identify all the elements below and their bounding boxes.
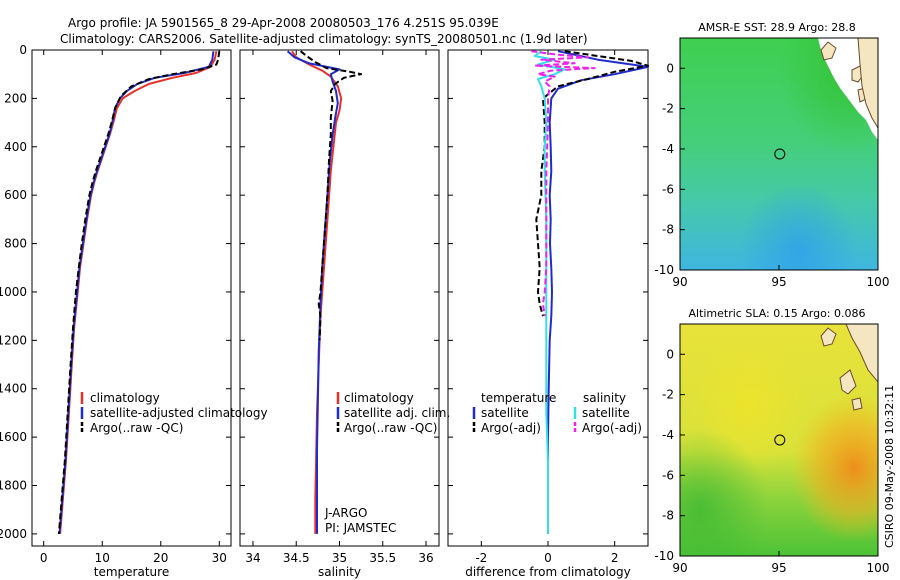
annotation-pi: PI: JAMSTEC — [325, 521, 396, 535]
legend-climatology-label: climatology — [344, 391, 414, 405]
y-tick-label: 0 — [666, 347, 674, 361]
temperature-panel: 0 10 20 30 0 200 400 600 800 1000 1200 1400 1600 1800… — [0, 43, 232, 579]
y-tick-label: 600 — [4, 188, 27, 202]
x-tick-label: 95 — [771, 561, 786, 575]
y-tick-label: -4 — [662, 142, 674, 156]
y-tick-label: 400 — [4, 140, 27, 154]
temperature-legend: climatology satellite-adjusted climatolo… — [80, 391, 268, 435]
x-tick-label: 34.5 — [283, 551, 310, 565]
salinity-legend: climatology satellite adj. clim. Argo(..… — [324, 391, 450, 535]
legend-satellite-label: satellite adj. clim. — [344, 406, 450, 420]
y-tick-label: -8 — [662, 223, 674, 237]
series-line-argo — [57, 51, 221, 534]
annotation-j-argo: J-ARGO — [324, 506, 367, 520]
y-tick-label: -6 — [662, 182, 674, 196]
x-tick-label: 2 — [611, 551, 619, 565]
x-tick-label: 36 — [418, 551, 433, 565]
plot-frame — [239, 49, 440, 547]
x-tick-label: 20 — [153, 551, 168, 565]
x-axis-label: temperature — [94, 565, 169, 579]
x-tick-label: 90 — [672, 275, 687, 289]
y-tick-label: -2 — [662, 102, 674, 116]
salinity-panel: 34 34.5 35 35.5 36 salinity — [239, 49, 440, 579]
sla-argo-position-marker — [774, 434, 786, 446]
legend-argo-label: Argo(..raw -QC) — [344, 421, 437, 435]
legend-sal-satellite-label: satellite — [582, 406, 630, 420]
sst-map-field — [680, 38, 878, 270]
x-tick-label: 100 — [867, 275, 890, 289]
y-tick-label: 1800 — [0, 479, 27, 493]
y-tick-label: 800 — [4, 237, 27, 251]
plot-frame — [31, 49, 232, 547]
sla-map-field — [680, 324, 878, 556]
sla-map-title: Altimetric SLA: 0.15 Argo: 0.086 — [688, 307, 865, 320]
header-line-1: Argo profile: JA 5901565_8 29-Apr-2008 2… — [68, 16, 499, 30]
x-tick-label: 0 — [40, 551, 48, 565]
x-tick-label: 35.5 — [369, 551, 396, 565]
sla-map-axes: 90 95 100 0 -2 -4 -6 -8 -10 — [654, 323, 890, 575]
y-tick-label: -10 — [654, 263, 674, 277]
x-tick-label: 90 — [672, 561, 687, 575]
y-tick-label: -4 — [662, 428, 674, 442]
sst-map-title: AMSR-E SST: 28.9 Argo: 28.8 — [698, 21, 856, 34]
y-tick-label: 0 — [19, 43, 27, 57]
y-tick-label: 200 — [4, 91, 27, 105]
x-axis-label: difference from climatology — [465, 565, 631, 579]
legend-sal-argo-label: Argo(-adj) — [582, 421, 642, 435]
x-tick-label: 95 — [771, 275, 786, 289]
y-tick-label: -6 — [662, 468, 674, 482]
legend-temperature-title: temperature — [481, 391, 556, 405]
legend-temp-argo-label: Argo(-adj) — [481, 421, 541, 435]
y-tick-label: 1600 — [0, 430, 27, 444]
x-tick-label: -2 — [475, 551, 487, 565]
series-line-satellite — [286, 50, 341, 534]
y-tick-label: -10 — [654, 549, 674, 563]
y-tick-label: 2000 — [0, 527, 27, 541]
y-tick-label: 1200 — [0, 333, 27, 347]
y-tick-label: 1400 — [0, 382, 27, 396]
x-tick-label: 0 — [544, 551, 552, 565]
series-line-argo_salinity — [531, 50, 596, 317]
series-line-satellite — [547, 50, 649, 534]
series-line-satellite — [58, 51, 215, 534]
sst-map-axes: 90 95 100 0 -2 -4 -6 -8 -10 — [654, 37, 890, 289]
x-tick-label: 100 — [867, 561, 890, 575]
legend-argo-label: Argo(..raw -QC) — [90, 421, 183, 435]
credit-timestamp: CSIRO 09-May-2008 10:32:11 — [883, 385, 896, 548]
series-line-argo — [299, 50, 363, 341]
legend-temp-satellite-label: satellite — [481, 406, 529, 420]
x-tick-label: 30 — [212, 551, 227, 565]
legend-salinity-title: salinity — [583, 391, 626, 405]
y-tick-label: 1000 — [0, 285, 27, 299]
difference-legend: temperature satellite Argo(-adj) salinit… — [472, 391, 642, 435]
y-tick-label: 0 — [666, 61, 674, 75]
legend-satellite-label: satellite-adjusted climatology — [90, 406, 268, 420]
header-line-2: Climatology: CARS2006. Satellite-adjuste… — [60, 32, 588, 46]
x-tick-label: 34 — [245, 551, 260, 565]
sst-argo-position-marker — [774, 148, 786, 160]
x-axis-label: salinity — [318, 565, 361, 579]
y-tick-label: -8 — [662, 509, 674, 523]
x-tick-label: 35 — [332, 551, 347, 565]
x-tick-label: 10 — [95, 551, 110, 565]
legend-climatology-label: climatology — [90, 391, 160, 405]
series-line-climatology — [59, 50, 218, 534]
y-tick-label: -2 — [662, 388, 674, 402]
series-line-argo — [535, 50, 649, 317]
